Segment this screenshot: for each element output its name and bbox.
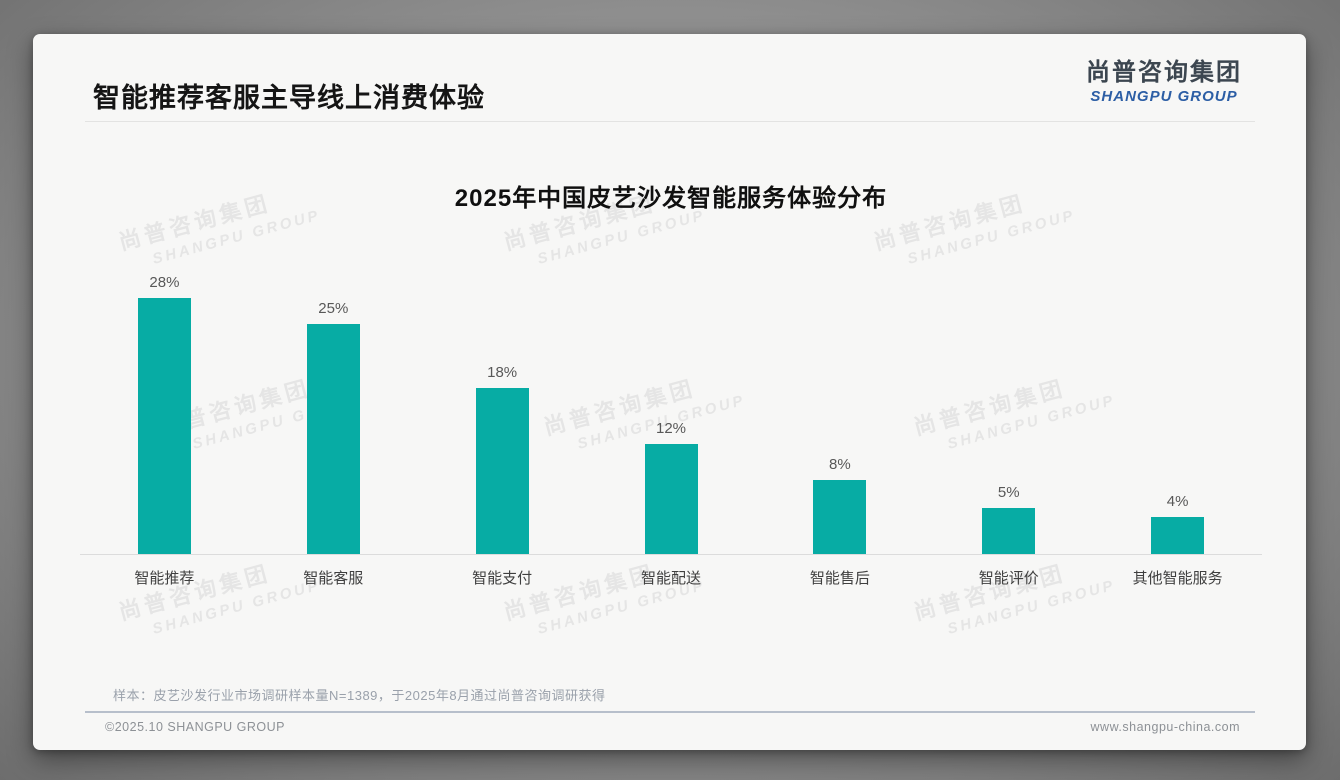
bar-category-label: 智能推荐 — [134, 570, 195, 587]
bar-value-label: 5% — [997, 484, 1020, 501]
company-logo: 尚普咨询集团 SHANGPU GROUP — [1086, 58, 1242, 105]
bar-category-label: 智能售后 — [809, 570, 870, 587]
bar — [644, 444, 698, 554]
bar-group: 8% 智能售后 — [755, 274, 924, 587]
watermark: 尚普咨询集团 SHANGPU GROUP — [500, 544, 707, 645]
bar-value-label: 25% — [318, 300, 349, 317]
bar-group: 5% 智能评价 — [924, 274, 1093, 587]
bar-value-label: 8% — [829, 456, 851, 473]
bar-value-label: 18% — [487, 364, 518, 381]
bar-category-label: 智能评价 — [978, 570, 1039, 587]
bar — [813, 480, 867, 554]
footer-divider — [85, 711, 1255, 713]
bar-group: 25% 智能客服 — [249, 274, 418, 587]
bar — [475, 388, 529, 554]
bar-group: 12% 智能配送 — [587, 274, 756, 587]
bar-value-label: 28% — [149, 274, 180, 291]
bar-chart: 28% 智能推荐 25% 智能客服 18% 智能支付 12% 智能配送 8% 智… — [80, 274, 1262, 587]
bar — [982, 508, 1036, 554]
bar-group: 18% 智能支付 — [418, 274, 587, 587]
logo-chinese-name: 尚普咨询集团 — [1086, 59, 1242, 86]
logo-english-name: SHANGPU GROUP — [1090, 88, 1238, 105]
bar-value-label: 4% — [1166, 493, 1189, 510]
bar-value-label: 12% — [655, 420, 687, 437]
bar-category-label: 其他智能服务 — [1132, 570, 1223, 587]
bar-group: 28% 智能推荐 — [80, 274, 249, 587]
watermark-text-en: SHANGPU GROUP — [905, 206, 1078, 268]
bar-category-label: 智能客服 — [303, 570, 364, 587]
page-title: 智能推荐客服主导线上消费体验 — [93, 83, 485, 113]
bar-category-label: 智能配送 — [641, 570, 702, 587]
sample-note: 样本：皮艺沙发行业市场调研样本量N=1389，于2025年8月通过尚普咨询调研获… — [113, 688, 606, 703]
footer-website-url: www.shangpu-china.com — [1090, 720, 1240, 734]
header-divider — [85, 121, 1255, 122]
bar-category-label: 智能支付 — [472, 570, 533, 587]
chart-title: 2025年中国皮艺沙发智能服务体验分布 — [454, 185, 888, 212]
watermark: 尚普咨询集团 SHANGPU GROUP — [910, 544, 1117, 645]
watermark: 尚普咨询集团 SHANGPU GROUP — [115, 544, 323, 645]
bar-group: 4% 其他智能服务 — [1093, 274, 1262, 587]
watermark-text-en: SHANGPU GROUP — [535, 206, 708, 268]
watermark-text-en: SHANGPU GROUP — [150, 206, 323, 268]
bar — [306, 324, 360, 554]
slide: 尚普咨询集团 SHANGPU GROUP 尚普咨询集团 SHANGPU GROUP … — [33, 34, 1306, 750]
bar — [137, 298, 191, 554]
footer-copyright: ©2025.10 SHANGPU GROUP — [105, 720, 285, 734]
bar — [1151, 517, 1205, 554]
